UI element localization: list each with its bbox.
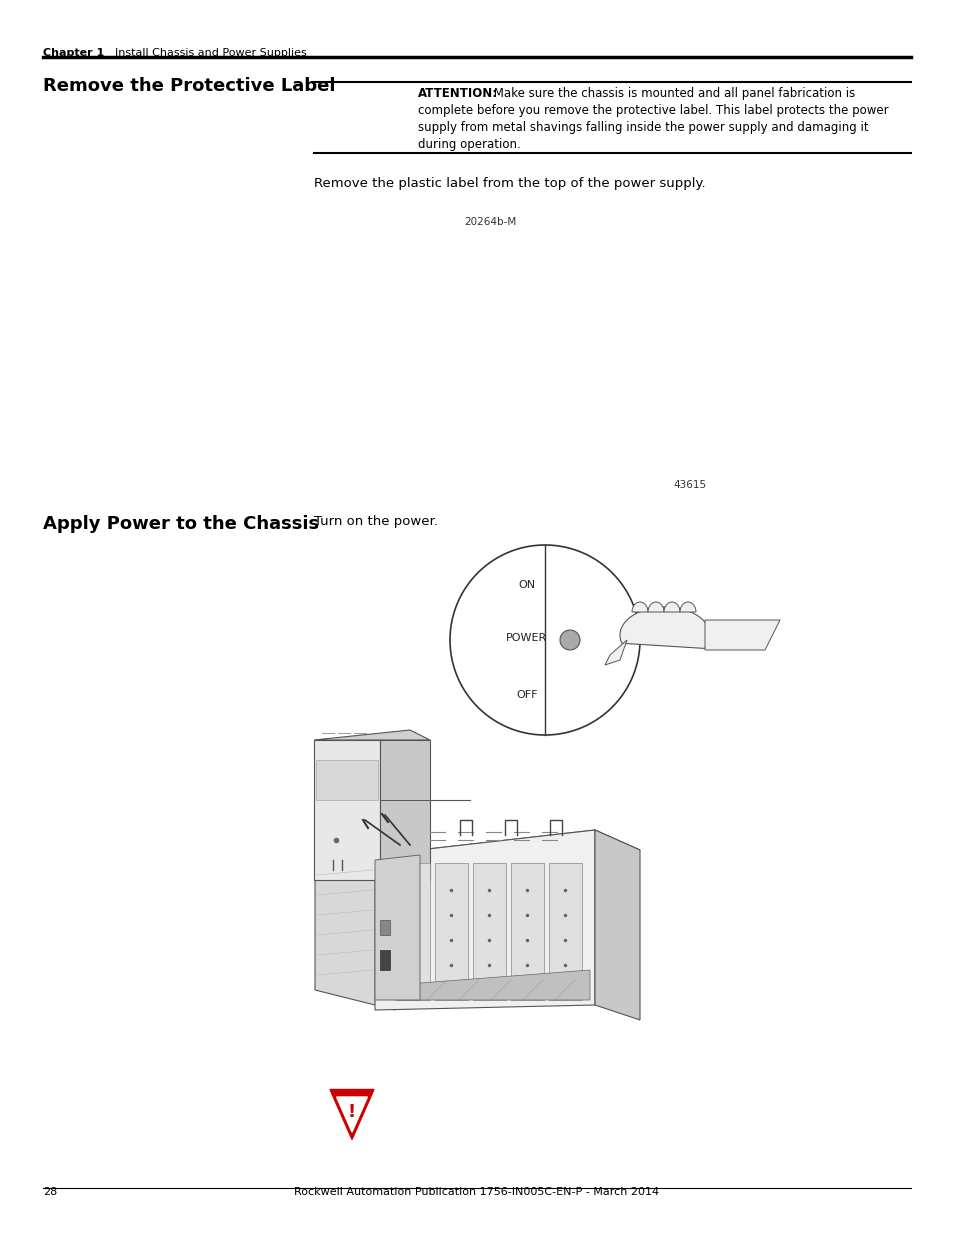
Text: ATTENTION:: ATTENTION: <box>417 86 497 100</box>
Polygon shape <box>473 863 505 1000</box>
Polygon shape <box>330 1089 374 1140</box>
Text: complete before you remove the protective label. This label protects the power: complete before you remove the protectiv… <box>417 104 887 117</box>
Polygon shape <box>336 1097 367 1132</box>
Polygon shape <box>604 640 626 664</box>
Polygon shape <box>314 730 430 740</box>
Text: Rockwell Automation Publication 1756-IN005C-EN-P - March 2014: Rockwell Automation Publication 1756-IN0… <box>294 1187 659 1197</box>
Polygon shape <box>663 601 679 613</box>
Text: ON: ON <box>517 580 535 590</box>
Polygon shape <box>315 760 377 800</box>
Polygon shape <box>375 855 419 1000</box>
Polygon shape <box>619 606 709 648</box>
Polygon shape <box>631 601 647 613</box>
Polygon shape <box>396 863 430 1000</box>
Polygon shape <box>704 620 780 650</box>
Polygon shape <box>647 601 663 613</box>
Text: during operation.: during operation. <box>417 138 520 151</box>
Polygon shape <box>375 830 639 860</box>
Text: !: ! <box>348 1103 355 1121</box>
Polygon shape <box>511 863 543 1000</box>
Text: supply from metal shavings falling inside the power supply and damaging it: supply from metal shavings falling insid… <box>417 121 868 135</box>
Polygon shape <box>559 630 579 650</box>
Polygon shape <box>679 601 696 613</box>
Text: POWER: POWER <box>506 634 547 643</box>
Text: Apply Power to the Chassis: Apply Power to the Chassis <box>43 515 319 534</box>
Text: Chapter 1: Chapter 1 <box>43 48 104 58</box>
Text: Make sure the chassis is mounted and all panel fabrication is: Make sure the chassis is mounted and all… <box>490 86 854 100</box>
Polygon shape <box>435 863 468 1000</box>
Polygon shape <box>379 920 390 935</box>
Polygon shape <box>450 545 639 735</box>
Polygon shape <box>314 855 395 1010</box>
Polygon shape <box>379 950 390 969</box>
Text: 28: 28 <box>43 1187 57 1197</box>
Text: Install Chassis and Power Supplies: Install Chassis and Power Supplies <box>115 48 307 58</box>
Text: 43615: 43615 <box>673 480 706 490</box>
Polygon shape <box>379 740 430 881</box>
Polygon shape <box>595 830 639 1020</box>
Polygon shape <box>375 830 595 1010</box>
Polygon shape <box>395 969 589 1000</box>
Text: Turn on the power.: Turn on the power. <box>314 515 437 529</box>
Text: OFF: OFF <box>516 690 537 700</box>
Text: Remove the plastic label from the top of the power supply.: Remove the plastic label from the top of… <box>314 177 705 190</box>
Text: Remove the Protective Label: Remove the Protective Label <box>43 77 335 95</box>
Polygon shape <box>548 863 581 1000</box>
Polygon shape <box>314 740 379 881</box>
Text: 20264b-M: 20264b-M <box>463 217 516 227</box>
